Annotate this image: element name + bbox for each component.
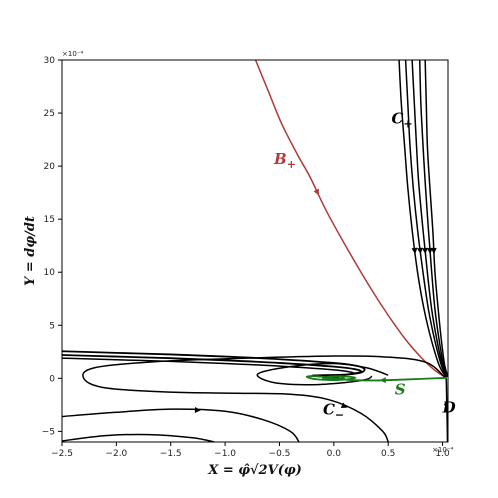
arrows-layer — [194, 188, 448, 414]
y-tick-label: 5 — [49, 321, 55, 331]
x-tick-label: 1.0 — [435, 449, 450, 459]
x-axis-ticks: −2.5 −2.0 −1.5 −1.0 −0.5 0.0 0.5 1.0 — [51, 442, 450, 459]
arrowhead-D — [443, 399, 448, 406]
curve-label-C-: C− — [323, 400, 344, 421]
x-scale-label: ×10⁻⁴ — [432, 446, 453, 454]
x-tick-label: −0.5 — [269, 449, 291, 459]
x-tick-label: 0.0 — [327, 449, 342, 459]
y-tick-label: 10 — [44, 268, 56, 278]
curve-S — [305, 375, 447, 382]
curve-spiral-upper3 — [62, 357, 356, 375]
y-tick-label: 25 — [44, 109, 55, 119]
curve-label-B+: B+ — [273, 150, 296, 171]
arrowhead-S — [379, 377, 386, 384]
x-axis-label: X = φ̂√2V(φ) — [207, 463, 302, 478]
arrowhead-C+2 — [416, 247, 423, 254]
curve-label-S: S — [395, 380, 406, 398]
x-tick-label: 0.5 — [381, 449, 395, 459]
plot-frame — [61, 59, 449, 443]
curve-C-lower1 — [62, 408, 300, 442]
curve-label-C+: C+ — [391, 110, 412, 131]
arrowhead-C+1 — [411, 247, 418, 254]
y-tick-label: 30 — [44, 56, 56, 66]
x-tick-label: −2.5 — [51, 449, 73, 459]
curve-C-main — [82, 355, 447, 442]
arrowhead-C+3 — [421, 247, 428, 254]
arrowhead-C-lower1 — [194, 407, 201, 414]
arrowhead-C+5 — [430, 247, 437, 254]
curve-B+ — [254, 60, 447, 378]
y-axis-label: Y = dφ/dt — [23, 216, 38, 286]
y-axis-ticks: −5 0 5 10 15 20 25 30 — [42, 56, 62, 437]
y-tick-label: 20 — [44, 162, 56, 172]
curve-labels: B+ C+ C− S D — [273, 110, 456, 422]
arrowhead-C-main — [340, 402, 348, 409]
x-tick-label: −1.0 — [214, 449, 236, 459]
y-scale-label: ×10⁻⁴ — [62, 50, 83, 58]
curve-spiral-upper2 — [62, 354, 363, 375]
arrowhead-B+ — [313, 188, 319, 196]
x-tick-label: −2.0 — [105, 449, 127, 459]
y-tick-label: 15 — [44, 215, 55, 225]
x-tick-label: −1.5 — [160, 449, 182, 459]
y-tick-label: 0 — [49, 374, 55, 384]
curve-C-lower2 — [62, 433, 215, 442]
curve-label-D: D — [442, 398, 456, 416]
arrowhead-C+4 — [426, 247, 433, 254]
y-tick-label: −5 — [42, 427, 55, 437]
